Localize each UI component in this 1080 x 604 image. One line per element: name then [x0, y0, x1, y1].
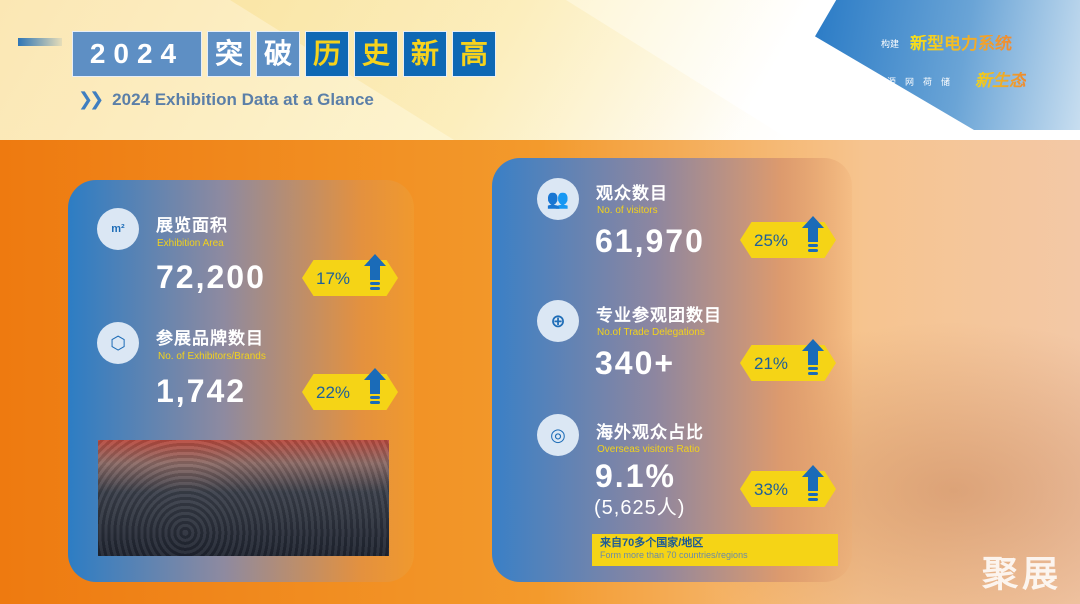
- growth-value: 33%: [754, 479, 789, 499]
- stat-value: 340+: [595, 345, 676, 381]
- stat-label-cn: 海外观众占比: [596, 423, 704, 442]
- up-arrow-icon: [802, 465, 824, 501]
- up-arrow-icon: [364, 368, 386, 404]
- stat-label-en: No. of Exhibitors/Brands: [158, 351, 266, 362]
- stat-value: 9.1%: [595, 458, 676, 494]
- growth-value: 25%: [754, 230, 789, 250]
- stat-label-en: Overseas visitors Ratio: [597, 444, 700, 455]
- box-icon: ⬡: [97, 322, 139, 364]
- title-char: 高: [452, 31, 496, 77]
- stat-label-en: Exhibition Area: [157, 238, 224, 249]
- title-char: 史: [354, 31, 398, 77]
- countries-note: 来自70多个国家/地区 Form more than 70 countries/…: [592, 534, 838, 566]
- title-char: 新: [403, 31, 447, 77]
- house-m2-icon: m²: [97, 208, 139, 250]
- stat-label-en: No.of Trade Delegations: [597, 327, 705, 338]
- exhibition-crowd-photo: [98, 440, 389, 556]
- delegation-icon: ⊕: [537, 300, 579, 342]
- title-char: 突: [207, 31, 251, 77]
- visitors-icon: 👥: [537, 178, 579, 220]
- note-en: Form more than 70 countries/regions: [600, 550, 748, 560]
- page-title: 2024 突 破 历 史 新 高: [72, 31, 496, 77]
- watermark-logo: 聚展: [981, 553, 1062, 594]
- title-char: 破: [256, 31, 300, 77]
- stat-value: 72,200: [156, 259, 266, 295]
- stat-value-sub: (5,625人): [594, 497, 686, 519]
- growth-value: 17%: [316, 268, 351, 288]
- growth-value: 22%: [316, 382, 351, 402]
- stat-label-cn: 观众数目: [596, 184, 668, 203]
- slogan-line1-small: 构建: [881, 39, 900, 49]
- growth-badge: 22%: [302, 374, 398, 410]
- icon-label: m²: [111, 222, 125, 235]
- note-cn: 来自70多个国家/地区: [600, 537, 704, 549]
- stat-label-cn: 展览面积: [156, 216, 228, 235]
- globe-icon: ◎: [537, 414, 579, 456]
- stat-value: 1,742: [156, 373, 247, 409]
- stat-label-en: No. of visitors: [597, 205, 658, 216]
- stat-value: 61,970: [595, 223, 705, 259]
- slogan-line1-big: 新型电力系统: [910, 34, 1012, 53]
- page-subtitle: ❯❯ 2024 Exhibition Data at a Glance: [78, 89, 374, 111]
- double-chevron-icon: ❯❯: [78, 89, 104, 109]
- up-arrow-icon: [802, 339, 824, 375]
- up-arrow-icon: [802, 216, 824, 252]
- title-accent-bar: [18, 38, 62, 46]
- stat-label-cn: 参展品牌数目: [156, 329, 264, 348]
- up-arrow-icon: [364, 254, 386, 290]
- slogan-line2-big: 新生态: [975, 71, 1026, 90]
- growth-value: 21%: [754, 353, 789, 373]
- title-year: 2024: [72, 31, 202, 77]
- subtitle-text: 2024 Exhibition Data at a Glance: [112, 89, 374, 109]
- slogan-line2-small: 源网荷储: [887, 77, 960, 87]
- stat-label-cn: 专业参观团数目: [596, 306, 722, 325]
- title-char: 历: [305, 31, 349, 77]
